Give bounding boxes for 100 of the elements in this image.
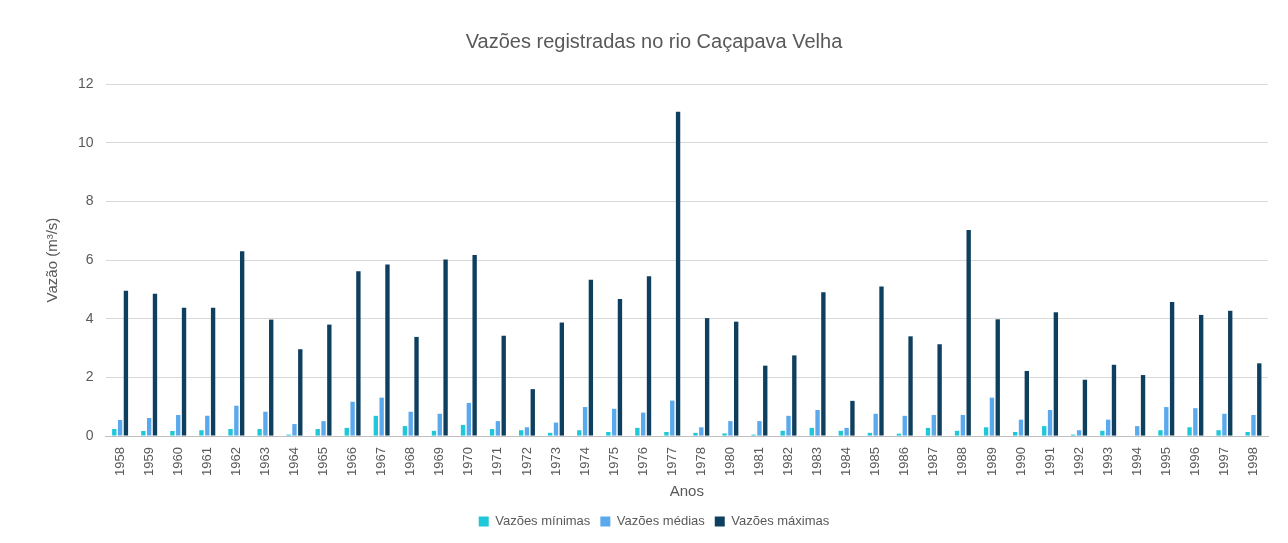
- x-tick-label: 1965: [315, 447, 331, 476]
- bar: [582, 407, 588, 436]
- bar: [234, 405, 239, 436]
- bar: [146, 417, 152, 436]
- bar: [466, 402, 472, 436]
- bar: [327, 324, 332, 436]
- bar: [722, 433, 727, 436]
- bar: [815, 409, 820, 436]
- x-tick-label: 1996: [1186, 447, 1202, 476]
- bar: [704, 318, 710, 436]
- x-tick-label: 1976: [634, 447, 650, 476]
- x-tick-label: 1983: [809, 447, 825, 476]
- bar: [1042, 426, 1047, 436]
- bar: [257, 429, 262, 436]
- x-tick-label: 1994: [1128, 447, 1144, 476]
- x-tick-label: 1980: [721, 447, 737, 476]
- bar: [728, 421, 733, 436]
- bar: [373, 415, 379, 436]
- bar: [1164, 407, 1169, 436]
- x-tick-label: 1967: [373, 447, 389, 476]
- bar: [966, 230, 971, 436]
- bar: [1047, 409, 1053, 436]
- bar: [670, 400, 675, 436]
- bar: [112, 429, 117, 436]
- x-tick-label: 1974: [576, 447, 592, 476]
- bar: [763, 365, 768, 436]
- bar: [879, 286, 884, 436]
- bar: [350, 401, 355, 436]
- bar: [379, 397, 384, 436]
- bar: [577, 430, 582, 436]
- bar: [844, 427, 849, 436]
- bar: [518, 430, 524, 436]
- bar: [902, 415, 907, 436]
- y-axis-title: Vazão (m³/s): [43, 217, 61, 303]
- bar: [850, 400, 855, 436]
- x-tick-label: 1968: [402, 447, 418, 476]
- x-tick-label: 1981: [751, 447, 767, 476]
- bar: [1187, 427, 1192, 436]
- chart-title: Vazões registradas no rio Caçapava Velha: [465, 29, 844, 52]
- bar: [315, 429, 320, 436]
- bar: [402, 426, 408, 436]
- bar: [123, 290, 129, 436]
- bar: [1076, 430, 1082, 436]
- bar: [199, 430, 204, 436]
- bar: [176, 414, 181, 436]
- bar: [344, 427, 349, 436]
- bar: [809, 427, 814, 436]
- bar: [838, 430, 843, 436]
- bar: [228, 429, 233, 436]
- x-tick-label: 1966: [344, 447, 360, 476]
- x-tick-label: 1984: [838, 447, 854, 476]
- bar: [664, 431, 669, 436]
- legend-label: Vazões mínimas: [495, 513, 591, 529]
- x-tick-label: 1978: [692, 447, 708, 476]
- bar: [989, 397, 995, 436]
- y-tick-label: 12: [77, 74, 94, 91]
- bar: [786, 415, 791, 436]
- bar: [995, 319, 1000, 436]
- x-tick-label: 1973: [547, 447, 563, 476]
- bar: [1228, 310, 1233, 436]
- bar: [617, 299, 623, 436]
- bar: [239, 251, 245, 436]
- bar: [867, 432, 873, 436]
- x-tick-label: 1982: [780, 447, 796, 476]
- y-tick-label: 2: [85, 368, 94, 385]
- bar: [1193, 408, 1198, 436]
- x-tick-label: 1958: [111, 447, 127, 476]
- bar: [437, 413, 442, 436]
- bar: [983, 427, 989, 436]
- x-tick-label: 1991: [1041, 447, 1057, 476]
- x-tick-label: 1972: [518, 447, 534, 476]
- x-tick-label: 1986: [896, 447, 912, 476]
- bar: [792, 355, 797, 436]
- x-tick-label: 1992: [1070, 447, 1086, 476]
- legend-label: Vazões médias: [616, 513, 706, 529]
- bar: [1251, 414, 1256, 436]
- bar: [954, 430, 960, 436]
- bar: [1135, 426, 1140, 436]
- bar: [641, 412, 646, 436]
- x-tick-label: 1962: [227, 447, 243, 476]
- bar: [489, 429, 495, 436]
- bar: [1053, 312, 1059, 436]
- bar: [298, 349, 303, 436]
- bar: [431, 430, 437, 436]
- bar: [635, 427, 640, 436]
- x-axis-title: Anos: [669, 482, 704, 500]
- bar: [1018, 419, 1024, 436]
- bar: [170, 431, 175, 436]
- bar: [263, 411, 268, 436]
- bar: [821, 292, 826, 436]
- x-tick-label: 1959: [140, 447, 156, 476]
- bar: [205, 415, 210, 436]
- bar: [1111, 364, 1117, 436]
- bar: [1105, 419, 1111, 436]
- bar: [524, 427, 530, 436]
- x-tick-label: 1964: [286, 447, 302, 476]
- bar: [152, 293, 158, 436]
- x-tick-label: 1977: [663, 447, 679, 476]
- bar: [937, 344, 942, 436]
- x-tick-label: 1960: [169, 447, 185, 476]
